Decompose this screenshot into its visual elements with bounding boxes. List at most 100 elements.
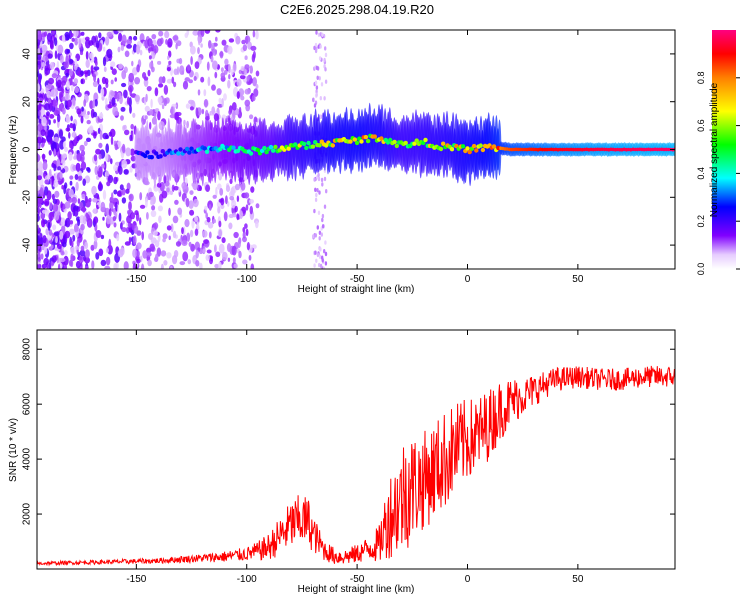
noise-blob: [83, 70, 89, 75]
noise-blob: [108, 208, 112, 217]
noise-blob: [253, 88, 259, 97]
noise-blob: [120, 106, 126, 112]
noise-blob: [81, 193, 86, 200]
noise-blob: [52, 198, 58, 204]
noise-blob: [139, 49, 143, 56]
noise-blob: [108, 238, 112, 249]
noise-blob: [97, 127, 101, 135]
colorbar: 0.0 0.2 0.4 0.6 0.8 Normalized spectral ampl…: [696, 30, 740, 275]
noise-blob: [37, 213, 40, 222]
noise-blob: [71, 240, 74, 247]
noise-blob: [118, 63, 123, 70]
noise-blob: [110, 91, 116, 96]
noise-blob: [154, 240, 160, 248]
noise-blob: [105, 247, 109, 254]
chart-title: C2E6.2025.298.04.19.R20: [280, 2, 434, 17]
noise-blob: [59, 171, 63, 179]
noise-blob: [168, 60, 172, 65]
noise-blob: [321, 182, 324, 187]
noise-blob: [223, 93, 227, 101]
noise-blob: [79, 249, 86, 257]
ridge-point: [596, 147, 600, 152]
noise-blob: [84, 249, 90, 259]
noise-blob: [70, 115, 73, 122]
noise-blob: [124, 129, 130, 136]
noise-blob: [121, 34, 127, 45]
noise-blob: [52, 203, 59, 213]
ridge-point: [554, 147, 558, 152]
ridge-point: [264, 149, 269, 155]
noise-blob: [244, 192, 250, 199]
noise-blob: [129, 134, 133, 142]
noise-blob: [60, 251, 65, 256]
ridge-point: [530, 147, 533, 152]
ridge-point: [507, 147, 511, 152]
noise-blob: [37, 66, 40, 72]
noise-blob: [318, 190, 321, 195]
noise-blob: [80, 31, 85, 36]
noise-blob: [68, 68, 73, 77]
noise-blob: [106, 215, 111, 225]
noise-blob: [102, 189, 107, 200]
ridge-point: [578, 147, 582, 152]
ridge-point: [655, 147, 659, 152]
noise-blob: [160, 250, 167, 257]
noise-blob: [212, 194, 217, 199]
noise-blob: [92, 99, 96, 109]
noise-blob: [208, 231, 212, 239]
noise-blob: [182, 80, 189, 90]
ridge-point: [638, 147, 642, 152]
noise-blob: [230, 187, 235, 196]
ridge-point: [348, 139, 353, 144]
noise-blob: [74, 57, 78, 67]
noise-blob: [150, 98, 153, 109]
noise-blob: [37, 175, 42, 181]
noise-blob: [92, 80, 98, 88]
noise-blob: [166, 252, 172, 259]
ridge-point: [480, 147, 486, 153]
snr-frame: [36, 329, 676, 570]
noise-blob: [123, 261, 129, 269]
noise-blob: [84, 175, 91, 184]
ridge-point: [567, 147, 571, 152]
noise-blob: [181, 227, 184, 235]
noise-blob: [76, 238, 80, 247]
ridge-point: [248, 151, 254, 156]
noise-blob: [228, 74, 231, 80]
ridge-point: [379, 136, 384, 141]
noise-blob: [119, 95, 123, 105]
noise-blob: [46, 90, 52, 99]
noise-blob: [153, 222, 159, 230]
noise-blob: [95, 40, 100, 49]
noise-blob: [98, 32, 102, 39]
noise-blob: [117, 249, 124, 258]
ridge-point: [558, 147, 562, 152]
noise-blob: [215, 30, 221, 33]
noise-blob: [130, 123, 134, 130]
noise-blob: [179, 261, 186, 266]
noise-blob: [86, 119, 91, 125]
noise-blob: [201, 108, 205, 115]
noise-blob: [80, 150, 86, 157]
noise-blob: [37, 153, 41, 162]
noise-blob: [149, 121, 152, 130]
noise-blob: [186, 30, 190, 36]
spectrogram-ticks: -150 -100 -50 0 50 -40 -20 0 20 40: [22, 30, 675, 285]
ridge-point: [501, 146, 505, 151]
noise-blob: [244, 88, 251, 95]
noise-blob: [255, 203, 260, 209]
ridge-point: [580, 147, 584, 152]
noise-blob: [41, 142, 44, 148]
noise-blob: [91, 185, 97, 196]
noise-blob: [321, 257, 324, 263]
noise-blob: [166, 225, 172, 231]
noise-blob: [130, 148, 135, 156]
ridge-point: [423, 137, 428, 143]
noise-blob: [323, 96, 326, 101]
noise-blob: [136, 242, 142, 250]
colorbar-gradient: [712, 30, 736, 269]
ridge-point: [658, 147, 661, 152]
noise-blob: [116, 93, 120, 102]
ridge-point: [523, 147, 527, 152]
